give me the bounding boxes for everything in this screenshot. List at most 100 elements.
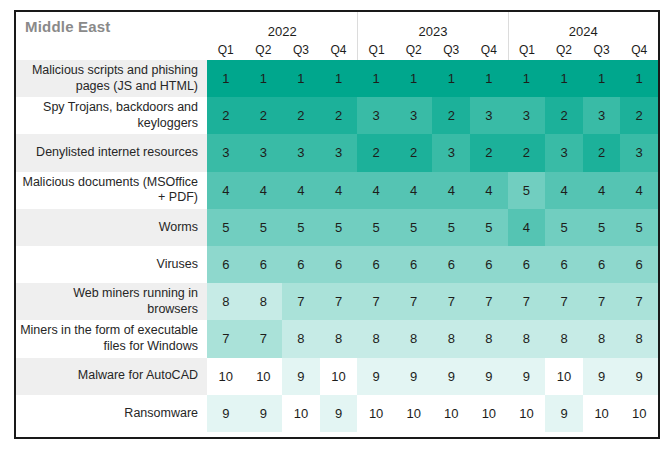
- heatmap-table: Middle East 2022 2023 2024 Q1Q2Q3Q4Q1Q2Q…: [14, 10, 660, 439]
- rank-cell: 4: [395, 172, 433, 209]
- year-header-2022: 2022: [207, 12, 357, 40]
- rank-cell: 6: [320, 246, 358, 283]
- rank-cell: 1: [395, 60, 433, 97]
- rank-cell: 2: [320, 97, 358, 134]
- rank-cell: 9: [432, 358, 470, 395]
- rank-cell: 1: [620, 60, 658, 97]
- rank-cell: 4: [508, 209, 546, 246]
- rank-cell: 10: [320, 358, 358, 395]
- rank-cell: 6: [583, 246, 621, 283]
- rank-cell: 7: [545, 283, 583, 320]
- rank-cell: 4: [470, 172, 508, 209]
- rank-cell: 5: [282, 209, 320, 246]
- rank-cell: 8: [545, 320, 583, 357]
- rank-cell: 4: [545, 172, 583, 209]
- rank-cell: 4: [207, 172, 245, 209]
- row-label: Web miners running in browsers: [16, 283, 207, 320]
- rank-cell: 8: [583, 320, 621, 357]
- rank-cell: 8: [432, 320, 470, 357]
- rank-cell: 4: [357, 172, 395, 209]
- row-label: Malicious scripts and phishing pages (JS…: [16, 60, 207, 97]
- rank-cell: 3: [320, 134, 358, 171]
- rank-cell: 3: [583, 97, 621, 134]
- rank-cell: 2: [245, 97, 283, 134]
- rank-cell: 6: [357, 246, 395, 283]
- rank-cell: 1: [320, 60, 358, 97]
- rank-cell: 3: [432, 134, 470, 171]
- rank-cell: 9: [282, 358, 320, 395]
- rank-cell: 9: [207, 395, 245, 432]
- rank-cell: 6: [545, 246, 583, 283]
- rank-cell: 5: [508, 172, 546, 209]
- rank-cell: 4: [432, 172, 470, 209]
- rank-cell: 5: [620, 209, 658, 246]
- rank-cell: 7: [508, 283, 546, 320]
- rank-cell: 10: [620, 395, 658, 432]
- rank-cell: 8: [245, 283, 283, 320]
- rank-cell: 10: [508, 395, 546, 432]
- rank-cell: 3: [357, 97, 395, 134]
- rank-cell: 3: [282, 134, 320, 171]
- rank-cell: 3: [545, 134, 583, 171]
- row-label: Denylisted internet resources: [16, 134, 207, 171]
- rank-cell: 2: [583, 134, 621, 171]
- rank-cell: 6: [620, 246, 658, 283]
- rank-cell: 8: [470, 320, 508, 357]
- rank-cell: 5: [583, 209, 621, 246]
- rank-cell: 1: [282, 60, 320, 97]
- rank-cell: 7: [357, 283, 395, 320]
- rank-cell: 8: [282, 320, 320, 357]
- rank-cell: 10: [395, 395, 433, 432]
- quarter-header-2023-q1: Q1: [357, 40, 395, 60]
- rank-cell: 1: [545, 60, 583, 97]
- rank-cell: 8: [357, 320, 395, 357]
- rank-cell: 6: [245, 246, 283, 283]
- rank-cell: 10: [357, 395, 395, 432]
- rank-cell: 6: [207, 246, 245, 283]
- rank-cell: 8: [207, 283, 245, 320]
- rank-cell: 1: [207, 60, 245, 97]
- rank-cell: 5: [207, 209, 245, 246]
- table-title: Middle East: [16, 12, 207, 40]
- quarter-row-spacer: [16, 40, 207, 60]
- rank-cell: 6: [395, 246, 433, 283]
- rank-cell: 9: [583, 358, 621, 395]
- rank-cell: 10: [470, 395, 508, 432]
- rank-cell: 2: [282, 97, 320, 134]
- rank-cell: 9: [508, 358, 546, 395]
- row-label: Malicious documents (MSOffice + PDF): [16, 172, 207, 209]
- rank-cell: 3: [395, 97, 433, 134]
- year-header-2024: 2024: [508, 12, 658, 40]
- rank-cell: 6: [282, 246, 320, 283]
- rank-cell: 2: [620, 97, 658, 134]
- quarter-header-2023-q2: Q2: [395, 40, 433, 60]
- rank-cell: 10: [583, 395, 621, 432]
- rank-cell: 9: [395, 358, 433, 395]
- rank-cell: 5: [470, 209, 508, 246]
- rank-cell: 4: [583, 172, 621, 209]
- rank-cell: 1: [508, 60, 546, 97]
- rank-cell: 6: [508, 246, 546, 283]
- rank-cell: 2: [207, 97, 245, 134]
- rank-cell: 7: [245, 320, 283, 357]
- heatmap-grid: Middle East 2022 2023 2024 Q1Q2Q3Q4Q1Q2Q…: [16, 12, 658, 432]
- rank-cell: 4: [245, 172, 283, 209]
- rank-cell: 5: [395, 209, 433, 246]
- rank-cell: 3: [245, 134, 283, 171]
- rank-cell: 8: [320, 320, 358, 357]
- rank-cell: 10: [245, 358, 283, 395]
- rank-cell: 3: [470, 97, 508, 134]
- rank-cell: 5: [545, 209, 583, 246]
- rank-cell: 7: [432, 283, 470, 320]
- rank-cell: 8: [508, 320, 546, 357]
- rank-cell: 1: [245, 60, 283, 97]
- rank-cell: 2: [357, 134, 395, 171]
- rank-cell: 10: [545, 358, 583, 395]
- quarter-header-2023-q4: Q4: [470, 40, 508, 60]
- rank-cell: 5: [432, 209, 470, 246]
- rank-cell: 7: [395, 283, 433, 320]
- quarter-header-2024-q4: Q4: [620, 40, 658, 60]
- rank-cell: 7: [207, 320, 245, 357]
- rank-cell: 5: [245, 209, 283, 246]
- quarter-header-2024-q2: Q2: [545, 40, 583, 60]
